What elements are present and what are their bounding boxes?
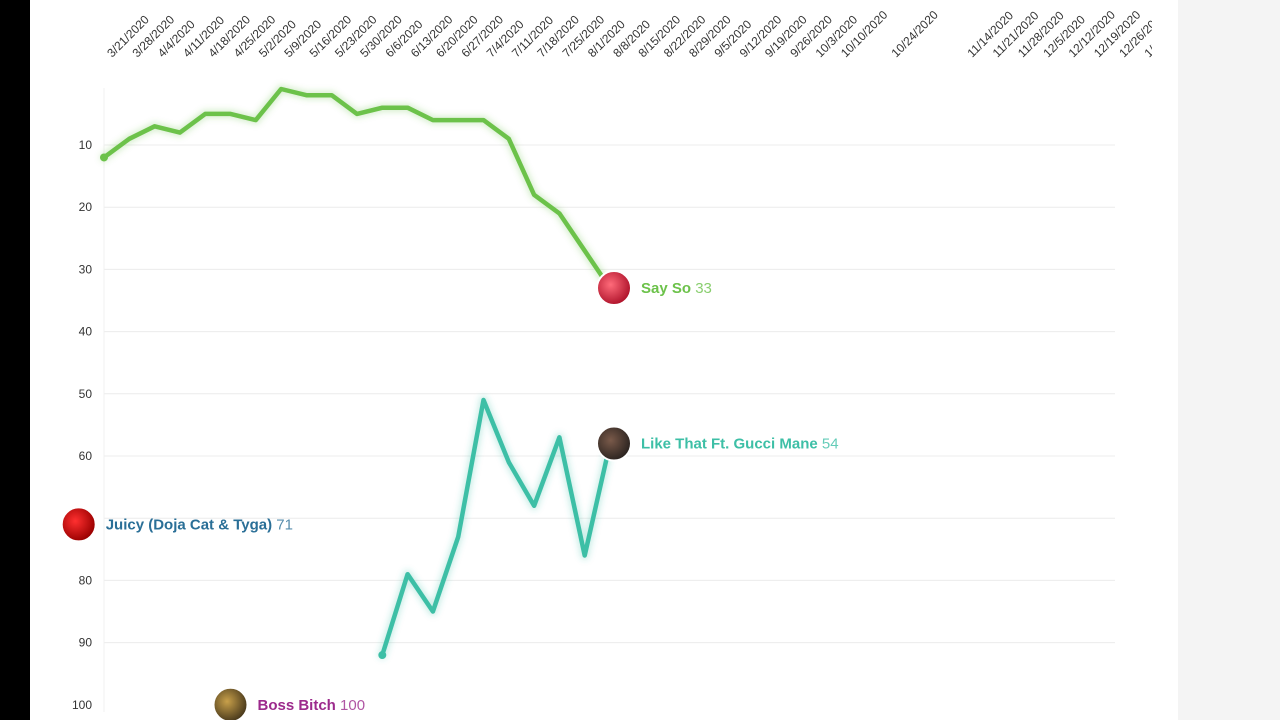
y-tick-label: 20	[79, 200, 93, 214]
y-tick-label: 40	[79, 325, 93, 339]
series-end-label: Boss Bitch 100	[258, 697, 366, 714]
series-end-labels: Say So 33 Like That Ft. Gucci Mane 54 Juic…	[62, 270, 839, 720]
series-current-rank: 71	[276, 516, 293, 533]
series-line	[380, 397, 613, 658]
panel-side-strip	[1178, 0, 1280, 720]
y-tick-label: 100	[72, 698, 92, 712]
series-start-point	[378, 651, 387, 660]
series-current-rank: 33	[695, 280, 712, 297]
x-tick-label: 10/24/2020	[889, 8, 942, 61]
y-tick-label: 90	[79, 636, 93, 650]
y-tick-labels: 102030405060708090100	[72, 138, 92, 712]
series-end-label: Like That Ft. Gucci Mane 54	[641, 436, 839, 453]
y-tick-label: 60	[79, 449, 93, 463]
y-tick-label: 10	[79, 138, 93, 152]
series-name: Boss Bitch	[258, 697, 341, 714]
series-end-avatar	[596, 425, 632, 462]
series-glow	[99, 84, 615, 293]
y-tick-label: 50	[79, 387, 93, 401]
series-name: Juicy (Doja Cat & Tyga)	[106, 516, 277, 533]
series-end-label: Say So 33	[641, 280, 712, 297]
series-lines	[99, 84, 615, 660]
x-tick-labels: 3/21/20203/28/20204/4/20204/11/20204/18/…	[104, 8, 1152, 61]
series-name: Like That Ft. Gucci Mane	[641, 436, 822, 453]
grid-lines	[103, 88, 1115, 712]
series-end-avatar	[596, 270, 632, 307]
series-start-point	[100, 153, 108, 162]
y-tick-label: 80	[79, 573, 93, 587]
series-name: Say So	[641, 280, 695, 297]
series-end-avatar	[212, 686, 249, 720]
series-glow	[377, 395, 615, 660]
y-tick-label: 30	[79, 262, 93, 276]
series-current-rank: 54	[822, 436, 839, 453]
series-end-avatar	[62, 506, 97, 543]
chart-panel	[30, 0, 1280, 720]
series-end-label: Juicy (Doja Cat & Tyga) 71	[106, 516, 293, 533]
series-current-rank: 100	[340, 697, 365, 714]
series-line	[101, 86, 613, 291]
